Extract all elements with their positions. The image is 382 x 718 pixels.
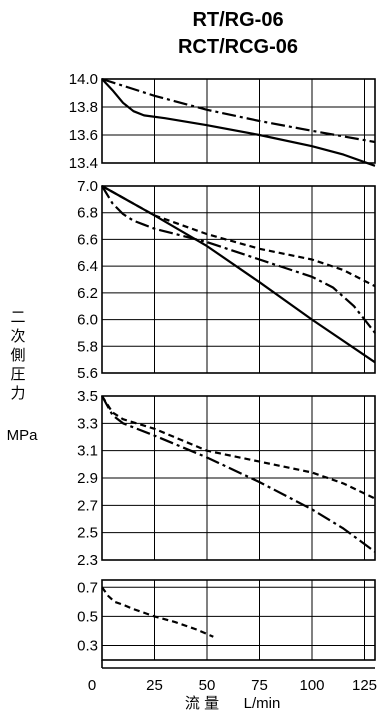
series-line-dashed	[101, 185, 376, 288]
x-tick-label: 25	[146, 677, 163, 694]
x-tick-label: 75	[251, 677, 268, 694]
series-line-dashdot	[101, 77, 376, 144]
x-tick-label: 50	[199, 677, 216, 694]
y-axis-label-char-3: 側	[10, 347, 25, 364]
y-tick-label: 6.6	[77, 231, 98, 248]
y-tick-label: 6.4	[77, 258, 98, 275]
y-tick-label: 0.7	[77, 579, 98, 596]
y-tick-label: 13.4	[69, 155, 98, 172]
y-axis-label-char-1: 二	[10, 309, 25, 326]
panel-frame	[101, 78, 376, 164]
x-tick-label: 100	[299, 677, 324, 694]
panel-frame	[101, 185, 376, 374]
y-axis-label-char-4: 圧	[10, 366, 25, 383]
panel-frame	[101, 395, 376, 561]
chart-title-line-2: RCT/RCG-06	[178, 36, 298, 58]
y-tick-label: 2.5	[77, 525, 98, 542]
x-tick-label: 0	[88, 677, 96, 694]
y-axis-label-char-5: 力	[10, 385, 25, 402]
series-line-dashdot	[101, 395, 376, 553]
y-tick-label: 3.5	[77, 388, 98, 405]
chart-title-line-1: RT/RG-06	[192, 9, 283, 31]
y-tick-label: 2.7	[77, 497, 98, 514]
plot-area: 14.0 13.8 13.6 13.4 7.0 6.8 6.6 6.4 6.2 6.0 5.8 5.6…	[69, 71, 377, 694]
series-line-solid	[101, 185, 376, 364]
y-tick-label: 0.5	[77, 608, 98, 625]
y-axis-unit: MPa	[7, 427, 39, 444]
panel-frame	[101, 579, 376, 661]
y-tick-label: 13.6	[69, 127, 98, 144]
y-tick-label: 14.0	[69, 71, 98, 88]
y-tick-label: 6.8	[77, 205, 98, 222]
y-tick-label: 13.8	[69, 99, 98, 116]
y-tick-label: 5.8	[77, 338, 98, 355]
series-line-solid	[101, 78, 376, 167]
y-tick-label: 0.3	[77, 637, 98, 654]
y-tick-label: 2.3	[77, 552, 98, 569]
series-line-dashed	[101, 395, 376, 500]
y-tick-label: 2.9	[77, 470, 98, 487]
y-tick-label: 3.1	[77, 443, 98, 460]
x-axis-unit: L/min	[244, 695, 281, 712]
y-tick-label: 5.6	[77, 365, 98, 382]
y-tick-label: 6.2	[77, 285, 98, 302]
x-axis-label: 流 量	[185, 695, 219, 712]
x-tick-label: 125	[352, 677, 377, 694]
y-tick-label: 7.0	[77, 178, 98, 195]
y-axis-label-char-2: 次	[10, 328, 25, 345]
y-tick-label: 3.3	[77, 415, 98, 432]
series-line-dashed	[101, 586, 214, 638]
y-tick-label: 6.0	[77, 312, 98, 329]
series-line-dashdot	[101, 185, 376, 334]
